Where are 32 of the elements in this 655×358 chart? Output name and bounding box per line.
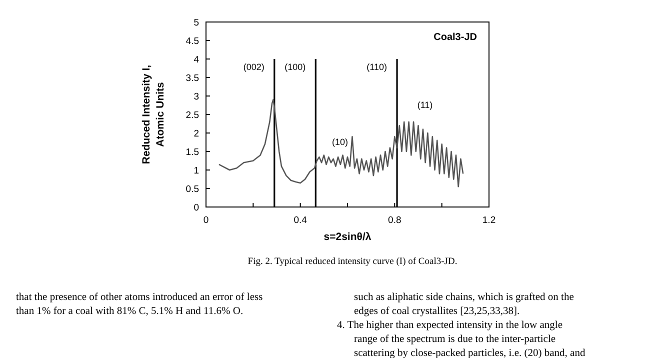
- x-tick-label: 1.2: [482, 215, 496, 226]
- y-tick-label: 0.5: [186, 184, 199, 195]
- x-tick-label: 0.4: [294, 215, 307, 226]
- y-tick-label: 0: [194, 202, 199, 214]
- text: than 1% for a coal with 81% C, 5.1% H and 11.6% O.: [16, 306, 244, 317]
- line-series: [218, 99, 464, 188]
- y-tick-label: 3.5: [186, 72, 199, 84]
- y-tick-label: 4.5: [186, 36, 199, 47]
- text: range of the spectrum is due to the inter-particle: [354, 334, 556, 345]
- y-tick-label: 2: [194, 128, 199, 140]
- y-tick-label: 4: [194, 54, 199, 66]
- text: scattering by close-packed particles, i.e. (20) band, and: [354, 348, 586, 358]
- text: edges of coal crystallites [23,25,33,38].: [354, 306, 520, 317]
- annotation: (10): [332, 137, 348, 147]
- text: that the presence of other atoms introduced an error of less: [16, 292, 263, 303]
- x-tick-label: 0.8: [388, 215, 402, 226]
- y-tick-label: 5: [194, 17, 199, 28]
- text: 4. The higher than expected intensity in the low angle: [337, 320, 563, 331]
- caption: Fig. 2. Typical reduced intensity curve (I) of Coal3-JD.: [248, 257, 458, 267]
- x-tick-label: 0: [203, 215, 209, 226]
- text: such as aliphatic side chains, which is grafted on the: [354, 292, 574, 303]
- y-tick-label: 1: [194, 165, 199, 176]
- y-tick-label: 2.5: [186, 110, 199, 121]
- annotation: (100): [284, 62, 306, 72]
- y-tick-label: 3: [194, 91, 199, 102]
- text: Coal3-JD: [434, 32, 477, 43]
- annotation: (002): [243, 62, 264, 72]
- y-axis-title: Reduced Intensity I, Atomic Units: [140, 64, 166, 164]
- y-tick-label: 1.5: [186, 146, 199, 158]
- annotation: (11): [417, 100, 433, 110]
- annotation: (110): [366, 62, 388, 72]
- x-axis-title: s=2sinθ/λ: [324, 231, 372, 243]
